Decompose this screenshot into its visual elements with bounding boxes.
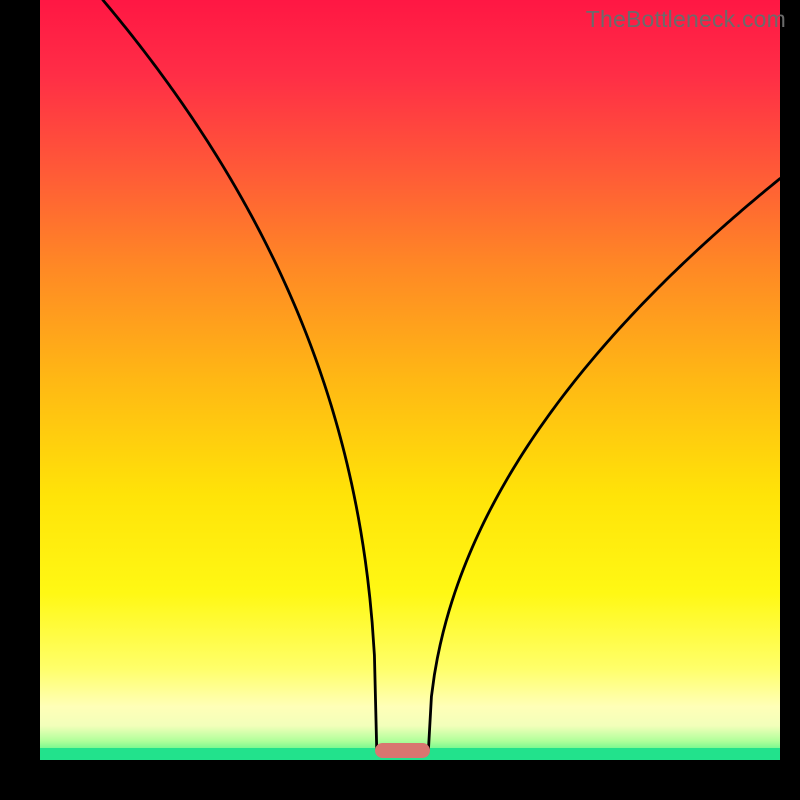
plot-area	[40, 0, 780, 760]
bottleneck-curve	[40, 0, 780, 760]
outer-frame: TheBottleneck.com	[0, 0, 800, 800]
optimal-point-marker	[375, 743, 431, 757]
watermark-text: TheBottleneck.com	[586, 6, 786, 33]
